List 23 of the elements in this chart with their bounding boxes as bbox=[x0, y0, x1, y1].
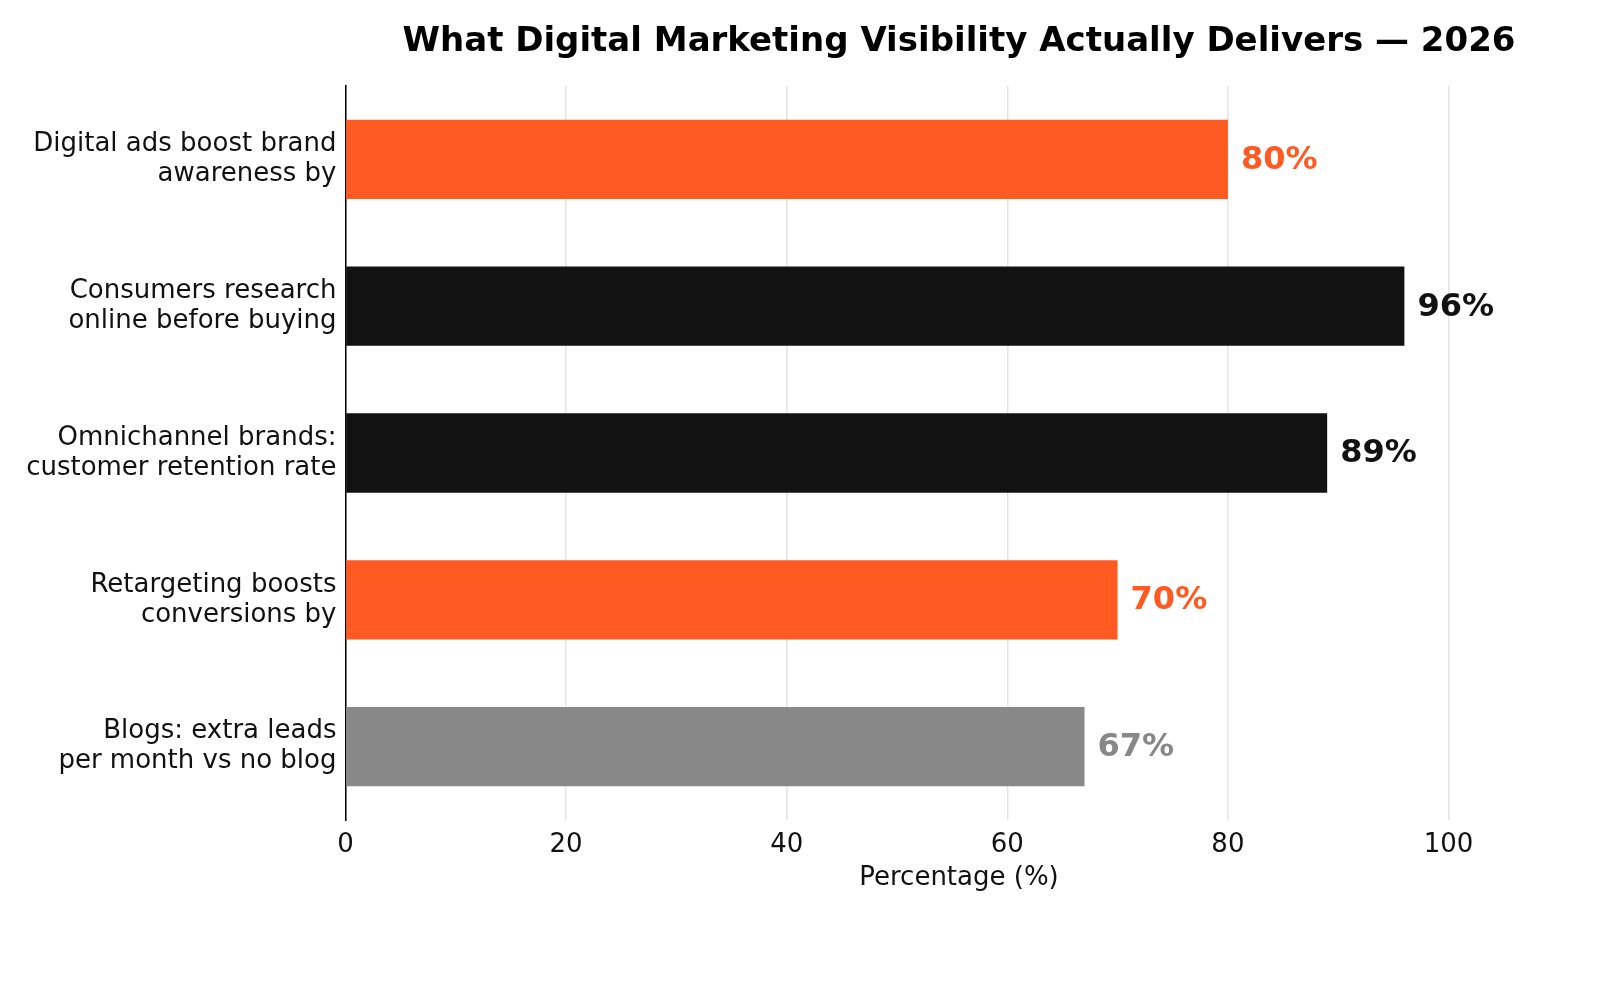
x-tick-label: 0 bbox=[337, 828, 354, 859]
x-tick-label: 100 bbox=[1423, 828, 1474, 859]
y-tick-label: Blogs: extra leads per month vs no blog bbox=[58, 714, 337, 775]
data-label: 80% bbox=[1240, 138, 1318, 177]
y-tick-label: Digital ads boost brand awareness by bbox=[33, 127, 337, 188]
data-label: 67% bbox=[1097, 725, 1175, 764]
bar bbox=[346, 119, 1228, 200]
x-tick-label: 20 bbox=[549, 828, 583, 859]
x-tick-label: 40 bbox=[770, 828, 804, 859]
x-tick-label: 60 bbox=[990, 828, 1024, 859]
chart-title: What Digital Marketing Visibility Actually Delivers — 2026 bbox=[402, 18, 1516, 59]
bar bbox=[346, 266, 1405, 346]
data-label: 70% bbox=[1130, 579, 1208, 618]
x-tick-label: 80 bbox=[1211, 828, 1245, 859]
y-tick-label: Consumers research online before buying bbox=[68, 274, 337, 334]
y-tick-label: Omnichannel brands: customer retention rate bbox=[26, 420, 337, 481]
x-axis-title: Percentage (%) bbox=[859, 860, 1059, 891]
bar bbox=[346, 560, 1118, 640]
y-tick-label: Retargeting boosts conversions by bbox=[90, 567, 337, 628]
bar bbox=[346, 706, 1085, 787]
bar bbox=[346, 413, 1328, 493]
data-label: 96% bbox=[1417, 285, 1494, 324]
data-label: 89% bbox=[1340, 432, 1417, 471]
